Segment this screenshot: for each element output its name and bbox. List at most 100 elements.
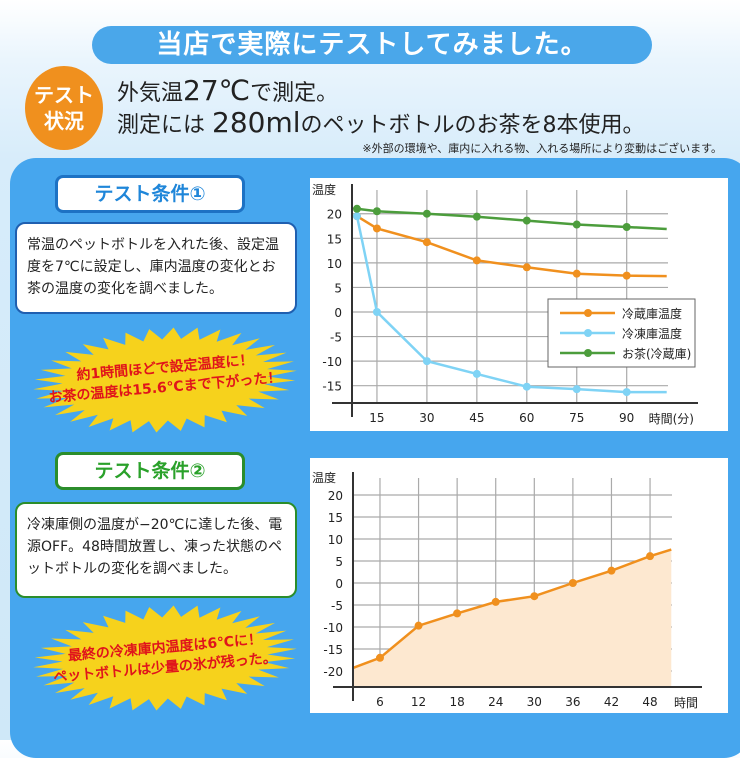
series-line xyxy=(352,548,672,670)
data-point xyxy=(472,212,481,221)
x-tick-label: 48 xyxy=(642,695,657,709)
text: のペットボトルのお茶を8本使用。 xyxy=(300,113,645,138)
condition-line-2: 測定には 280mlのペットボトルのお茶を8本使用。 xyxy=(117,106,645,139)
data-point xyxy=(622,271,631,280)
test-1-callout: 約1時間ほどで設定温度に！ お茶の温度は15.6℃まで下がった！ xyxy=(30,325,300,435)
data-point xyxy=(522,216,531,225)
x-tick-label: 24 xyxy=(488,695,503,709)
x-tick-label: 90 xyxy=(619,411,634,425)
y-tick-label: 15 xyxy=(328,511,343,525)
data-point xyxy=(453,609,462,618)
y-axis-label: 温度 xyxy=(312,182,336,197)
x-tick-label: 45 xyxy=(469,411,484,425)
data-point xyxy=(568,579,577,587)
text: 外気温 xyxy=(117,81,184,106)
condition-line-1: 外気温27℃で測定。 xyxy=(117,74,338,107)
y-tick-label: 5 xyxy=(334,281,342,295)
y-tick-label: 20 xyxy=(327,208,342,222)
y-tick-label: -15 xyxy=(322,380,342,394)
chart-1: 20 15 10 5 0 -5 -10 -15 15 30 45 60 75 90 温度 時間(分) 冷蔵庫温度… xyxy=(310,178,728,431)
test-condition-1-description: 常温のペットボトルを入れた後、設定温度を7℃に設定し、庫内温度の変化とお茶の温度… xyxy=(15,222,297,314)
x-tick-label: 75 xyxy=(569,411,584,425)
y-tick-label: 0 xyxy=(334,306,342,320)
test-2-callout: 最終の冷凍庫内温度は6℃に！ ペットボトルは少量の氷が残った。 xyxy=(30,603,300,713)
data-point xyxy=(607,566,616,575)
y-tick-label: -10 xyxy=(323,621,343,635)
data-point xyxy=(522,382,531,391)
data-point xyxy=(372,224,381,233)
data-point xyxy=(472,256,481,265)
x-tick-label: 36 xyxy=(565,695,580,709)
starburst-shape xyxy=(33,327,297,433)
page-title: 当店で実際にテストしてみました。 xyxy=(92,26,652,64)
data-point xyxy=(422,357,431,366)
chart-2: 20 15 10 5 0 -5 -10 -15 -20 6 12 18 24 30 36 42 48 温度時間 xyxy=(310,458,728,713)
x-tick-label: 12 xyxy=(411,695,426,709)
temperature-value: 27℃ xyxy=(183,74,251,107)
data-point xyxy=(352,212,361,221)
data-point xyxy=(375,653,384,662)
data-point xyxy=(522,263,531,272)
legend-marker xyxy=(584,329,592,337)
starburst-polygon xyxy=(33,327,297,433)
y-tick-label: -5 xyxy=(330,331,342,345)
x-tick-label: 30 xyxy=(419,411,434,425)
y-tick-label: 5 xyxy=(335,555,343,569)
x-axis-label: 時間 xyxy=(674,696,698,710)
data-point xyxy=(422,238,431,247)
data-point xyxy=(572,385,581,394)
test-condition-2-label: テスト条件② xyxy=(55,452,245,490)
legend-label: お茶(冷蔵庫) xyxy=(622,346,691,361)
x-tick-label: 42 xyxy=(604,695,619,709)
series-line xyxy=(356,215,667,278)
data-point xyxy=(646,552,655,561)
data-point xyxy=(622,388,631,397)
legend-label: 冷凍庫温度 xyxy=(622,326,682,341)
y-tick-label: 15 xyxy=(327,232,342,246)
badge-line2: 状況 xyxy=(44,109,84,133)
data-point xyxy=(572,269,581,278)
y-axis-label: 温度 xyxy=(312,470,336,485)
data-point xyxy=(530,592,539,601)
data-point xyxy=(372,207,381,216)
data-point xyxy=(372,308,381,316)
data-point xyxy=(472,369,481,378)
x-tick-label: 30 xyxy=(527,695,542,709)
series-line xyxy=(356,207,667,231)
y-tick-label: -20 xyxy=(323,665,343,679)
text: 測定には xyxy=(117,113,212,138)
test-situation-badge: テスト 状況 xyxy=(25,66,103,150)
y-tick-label: 20 xyxy=(328,489,343,503)
data-point xyxy=(622,222,631,231)
area-fill xyxy=(352,549,672,687)
badge-line1: テスト xyxy=(34,83,94,107)
series-line xyxy=(355,215,667,394)
data-point xyxy=(422,209,431,218)
y-tick-label: -15 xyxy=(323,643,343,657)
y-tick-label: 10 xyxy=(328,533,343,547)
y-tick-label: 0 xyxy=(335,577,343,591)
starburst-polygon xyxy=(33,605,297,711)
data-point xyxy=(352,204,361,213)
data-point xyxy=(491,597,500,606)
x-tick-label: 18 xyxy=(449,695,464,709)
volume-value: 280ml xyxy=(212,106,301,139)
y-tick-label: -5 xyxy=(331,599,343,613)
data-point xyxy=(414,621,423,630)
x-tick-label: 60 xyxy=(519,411,534,425)
text: で測定。 xyxy=(250,81,339,106)
legend-label: 冷蔵庫温度 xyxy=(622,306,682,321)
data-point xyxy=(572,220,581,229)
x-tick-label: 6 xyxy=(376,695,384,709)
test-condition-1-label: テスト条件① xyxy=(55,175,245,213)
x-axis-label: 時間(分) xyxy=(649,412,694,426)
legend-marker xyxy=(584,309,592,317)
legend-marker xyxy=(584,349,592,357)
test-condition-2-description: 冷凍庫側の温度が−20℃に達した後、電源OFF。48時間放置し、凍った状態のペッ… xyxy=(15,502,297,598)
x-tick-label: 15 xyxy=(369,411,384,425)
y-tick-label: -10 xyxy=(322,355,342,369)
starburst-shape xyxy=(33,605,297,711)
disclaimer-note: ※外部の環境や、庫内に入れる物、入れる場所により変動はございます。 xyxy=(362,142,722,155)
